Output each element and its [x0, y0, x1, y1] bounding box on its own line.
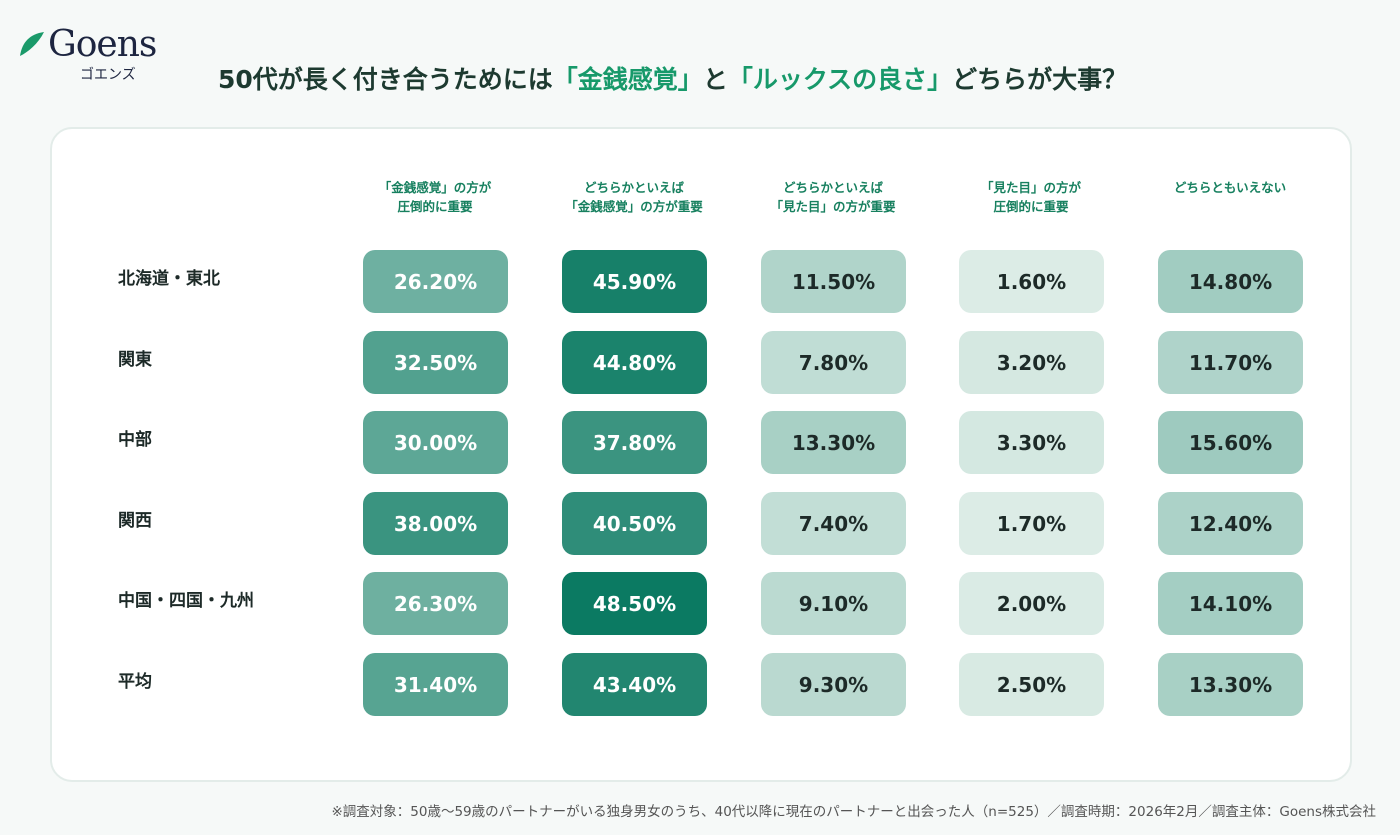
row-label: 中部: [118, 430, 152, 450]
heatmap-cell: 48.50%: [562, 572, 707, 635]
heatmap-cell: 14.80%: [1158, 250, 1303, 313]
heatmap-cell: 26.20%: [363, 250, 508, 313]
heatmap-cell: 45.90%: [562, 250, 707, 313]
row-label: 中国・四国・九州: [118, 591, 254, 611]
column-header: どちらともいえない: [1173, 180, 1287, 195]
heatmap-cell: 12.40%: [1158, 492, 1303, 555]
heatmap-cell: 11.70%: [1158, 331, 1303, 394]
heatmap-cell: 37.80%: [562, 411, 707, 474]
heatmap-cell: 44.80%: [562, 331, 707, 394]
heatmap-cell: 13.30%: [1158, 653, 1303, 716]
goens-logo: Goens ゴエンズ: [18, 24, 178, 84]
row-label: 平均: [118, 672, 152, 692]
footnote: ※調査対象：50歳〜59歳のパートナーがいる独身男女のうち、40代以降に現在のパ…: [331, 804, 1376, 820]
leaf-icon: [20, 32, 44, 56]
logo-kana: ゴエンズ: [80, 67, 136, 83]
heatmap-cell: 13.30%: [761, 411, 906, 474]
heatmap-cell: 26.30%: [363, 572, 508, 635]
column-header: どちらかといえば 「見た目」の方が重要: [770, 180, 896, 214]
title-part: どちらが大事？: [952, 65, 1128, 94]
heatmap-cell: 9.30%: [761, 653, 906, 716]
title-highlight-money: 「金銭感覚」: [552, 65, 703, 94]
title-part: と: [702, 65, 728, 94]
heatmap-cell: 11.50%: [761, 250, 906, 313]
heatmap-cell: 7.80%: [761, 331, 906, 394]
heatmap-cell: 43.40%: [562, 653, 707, 716]
heatmap-cell: 1.60%: [959, 250, 1104, 313]
title-highlight-looks: 「ルックスの良さ」: [727, 65, 953, 94]
heatmap-cell: 3.20%: [959, 331, 1104, 394]
heatmap-cell: 32.50%: [363, 331, 508, 394]
heatmap-cell: 1.70%: [959, 492, 1104, 555]
column-header: 「金銭感覚」の方が 圧倒的に重要: [378, 180, 492, 214]
title-part: 50代が長く付き合うためには: [218, 65, 553, 94]
heatmap-cell: 2.50%: [959, 653, 1104, 716]
page-title: 50代が長く付き合うためには「金銭感覚」と「ルックスの良さ」どちらが大事？: [218, 60, 1127, 96]
heatmap-cell: 40.50%: [562, 492, 707, 555]
heatmap-cell: 38.00%: [363, 492, 508, 555]
column-header: どちらかといえば 「金銭感覚」の方が重要: [565, 180, 703, 214]
heatmap-cell: 14.10%: [1158, 572, 1303, 635]
heatmap-cell: 15.60%: [1158, 411, 1303, 474]
heatmap-cell: 3.30%: [959, 411, 1104, 474]
heatmap-cell: 7.40%: [761, 492, 906, 555]
heatmap-cell: 9.10%: [761, 572, 906, 635]
heatmap-cell: 2.00%: [959, 572, 1104, 635]
row-label: 関西: [118, 511, 152, 531]
heatmap-cell: 31.40%: [363, 653, 508, 716]
logo-wordmark: Goens: [48, 24, 157, 65]
heatmap-cell: 30.00%: [363, 411, 508, 474]
row-label: 北海道・東北: [118, 269, 220, 289]
row-label: 関東: [118, 350, 152, 370]
column-header: 「見た目」の方が 圧倒的に重要: [980, 180, 1081, 214]
